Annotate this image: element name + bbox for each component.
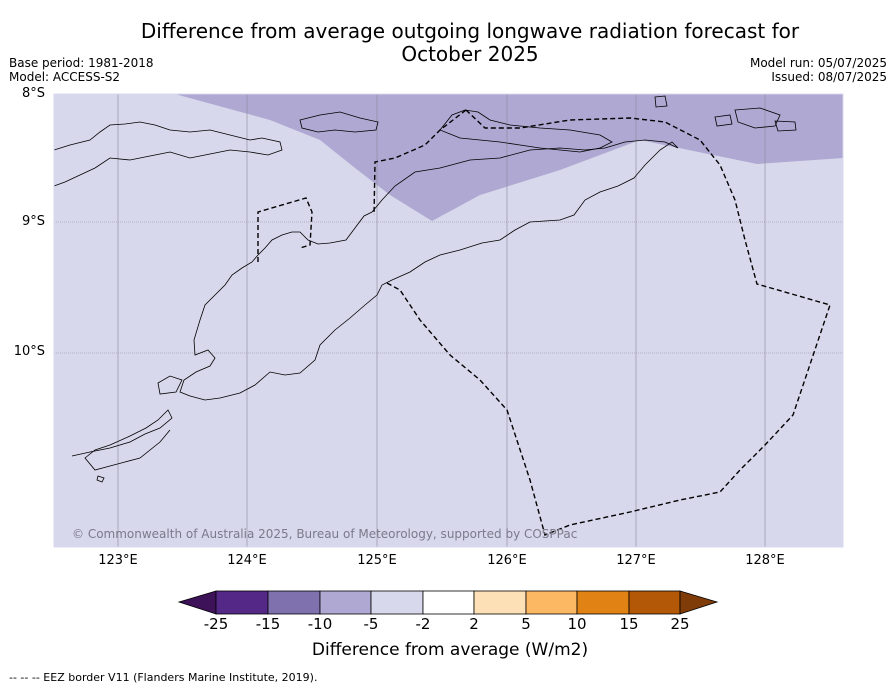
colorbar-tick: 10 [567,615,587,633]
coastlines [53,95,797,483]
wetar-island [439,109,613,153]
colorbar-swatch-8 [576,590,630,615]
map-title: Difference from average outgoing longwav… [140,19,800,66]
lon-label-123e: 123°E [98,553,138,568]
eez-border [257,109,831,536]
eez-north [373,109,467,216]
colorbar-title: Difference from average (W/m2) [311,640,589,660]
small-island-6 [96,475,105,483]
colorbar-tick: 15 [619,615,639,633]
colorbar-tick: -5 [363,615,379,633]
map-frame [53,93,844,548]
small-island-3 [734,107,781,129]
base-period: Base period: 1981-2018 [9,56,154,70]
lat-label-8s: 8°S [21,86,45,101]
meta-right: Model run: 05/07/2025 Issued: 08/07/2025 [750,56,887,84]
lat-label-9s: 9°S [21,214,45,229]
eez-main [384,109,831,536]
alor-island [299,111,379,133]
colorbar-swatch-4 [370,590,424,615]
colorbar-tick: 25 [670,615,690,633]
small-island-4 [774,120,797,132]
model-name: Model: ACCESS-S2 [9,70,121,84]
small-island-2 [714,114,733,127]
colorbar-tick: -15 [255,615,281,633]
lon-label-124e: 124°E [227,553,267,568]
copyright-credit: © Commonwealth of Australia 2025, Bureau… [72,527,578,541]
colorbar-tick: -10 [307,615,333,633]
lon-label-127e: 127°E [616,553,656,568]
eez-enclave [257,197,313,262]
colorbar-swatch-1 [215,590,269,615]
colorbar-over-arrow [679,590,719,615]
lon-label-128e: 128°E [745,553,785,568]
model-run: Model run: 05/07/2025 [749,56,887,70]
colorbar-swatch-9 [628,590,681,615]
lon-label-125e: 125°E [357,553,397,568]
issued-date: Issued: 08/07/2025 [771,70,887,84]
lon-label-126e: 126°E [487,553,527,568]
colorbar-swatch-2 [267,590,321,615]
colorbar-swatch-7 [525,590,578,615]
colorbar-swatch-5 [422,590,475,615]
meta-left: Base period: 1981-2018 Model: ACCESS-S2 [9,56,154,84]
small-island-5 [157,375,183,395]
gridlines [54,94,843,547]
colorbar-tick: -25 [203,615,229,633]
lat-label-10s: 10°S [13,344,45,359]
timor-island [179,139,679,401]
colorbar-tick: 2 [469,615,479,633]
eez-footnote: -- -- -- EEZ border V11 (Flanders Marine… [9,671,318,684]
small-island-1 [654,95,668,108]
colorbar-tick: -2 [415,615,431,633]
flores-coast [53,121,283,187]
colorbar-tick: 5 [521,615,531,633]
colorbar-swatch-3 [319,590,372,615]
anomaly-region [175,94,843,221]
sumba-west [71,409,173,471]
colorbar [177,590,719,615]
colorbar-swatch-6 [473,590,527,615]
colorbar-under-arrow [177,590,217,615]
